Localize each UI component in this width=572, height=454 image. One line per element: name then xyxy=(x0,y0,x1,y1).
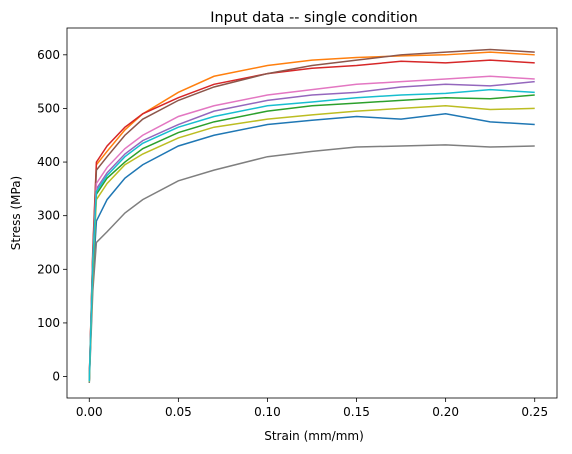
series-line xyxy=(88,105,535,382)
y-tick-label: 600 xyxy=(37,48,60,62)
series-line xyxy=(88,75,535,381)
y-tick-label: 400 xyxy=(37,155,60,169)
plot-frame xyxy=(66,27,558,399)
x-tick-label: 0.15 xyxy=(343,405,370,419)
series-line xyxy=(88,48,535,381)
x-tick-label: 0.00 xyxy=(76,405,103,419)
series-line xyxy=(88,59,535,380)
x-tick-label: 0.25 xyxy=(521,405,548,419)
y-tick-label: 500 xyxy=(37,101,60,115)
y-tick-label: 200 xyxy=(37,262,60,276)
series-line xyxy=(88,51,535,380)
y-axis-label: Stress (MPa) xyxy=(9,176,23,250)
series-line xyxy=(88,113,535,381)
series-line xyxy=(88,144,535,384)
y-tick-label: 100 xyxy=(37,316,60,330)
series-line xyxy=(88,80,535,382)
series-line xyxy=(88,94,535,382)
y-tick-label: 300 xyxy=(37,209,60,223)
y-tick-label: 0 xyxy=(52,370,60,384)
x-axis-label: Strain (mm/mm) xyxy=(264,429,364,443)
x-tick-label: 0.20 xyxy=(432,405,459,419)
chart-title: Input data -- single condition xyxy=(210,10,418,26)
series-line xyxy=(88,88,535,382)
x-tick-label: 0.10 xyxy=(254,405,281,419)
x-tick-label: 0.05 xyxy=(165,405,192,419)
